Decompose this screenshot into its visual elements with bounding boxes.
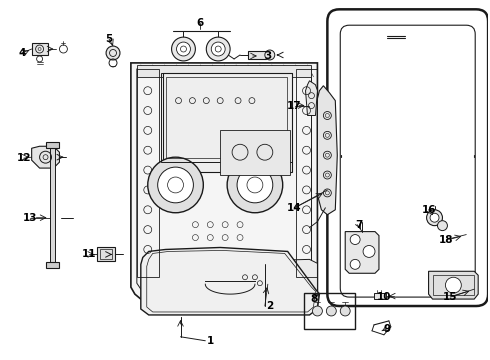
Bar bbox=[248, 51, 266, 59]
Circle shape bbox=[106, 46, 120, 60]
Text: 5: 5 bbox=[105, 34, 113, 44]
Text: 10: 10 bbox=[377, 292, 391, 302]
Text: 11: 11 bbox=[82, 249, 97, 260]
Bar bbox=[220, 130, 290, 175]
Text: 6: 6 bbox=[196, 18, 204, 28]
FancyBboxPatch shape bbox=[327, 9, 488, 306]
Text: 16: 16 bbox=[421, 205, 436, 215]
Circle shape bbox=[363, 246, 375, 257]
Polygon shape bbox=[32, 146, 59, 168]
Circle shape bbox=[427, 210, 442, 226]
Bar bbox=[137, 69, 159, 277]
Bar bbox=[161, 73, 292, 162]
FancyBboxPatch shape bbox=[340, 25, 475, 297]
Text: 2: 2 bbox=[266, 301, 273, 311]
Circle shape bbox=[265, 50, 275, 60]
Circle shape bbox=[340, 306, 350, 316]
Circle shape bbox=[313, 306, 322, 316]
Text: 4: 4 bbox=[18, 48, 25, 58]
Bar bbox=[97, 247, 115, 261]
Circle shape bbox=[158, 167, 194, 203]
Circle shape bbox=[172, 37, 196, 61]
Text: 3: 3 bbox=[264, 51, 271, 61]
Bar bbox=[374, 293, 386, 299]
Text: 18: 18 bbox=[439, 234, 454, 244]
Circle shape bbox=[445, 277, 461, 293]
Bar bbox=[433, 275, 474, 295]
Text: 12: 12 bbox=[17, 153, 31, 163]
Bar bbox=[137, 65, 312, 77]
Text: 1: 1 bbox=[207, 336, 214, 346]
Text: 14: 14 bbox=[287, 203, 302, 213]
Polygon shape bbox=[131, 63, 318, 299]
Circle shape bbox=[206, 37, 230, 61]
Bar bbox=[46, 262, 59, 268]
Circle shape bbox=[237, 167, 273, 203]
Bar bbox=[100, 249, 112, 260]
Bar bbox=[295, 69, 318, 277]
Polygon shape bbox=[161, 260, 318, 299]
Text: 17: 17 bbox=[287, 100, 302, 111]
Bar bbox=[163, 73, 292, 172]
Text: 8: 8 bbox=[311, 294, 318, 304]
Circle shape bbox=[176, 42, 191, 56]
Circle shape bbox=[438, 221, 447, 231]
Bar bbox=[49, 145, 55, 264]
Polygon shape bbox=[318, 86, 337, 215]
Bar bbox=[46, 142, 59, 148]
Circle shape bbox=[350, 260, 360, 269]
Circle shape bbox=[350, 235, 360, 244]
Text: 7: 7 bbox=[355, 220, 363, 230]
Circle shape bbox=[227, 157, 283, 213]
Circle shape bbox=[148, 157, 203, 213]
Polygon shape bbox=[306, 81, 318, 116]
Polygon shape bbox=[429, 271, 478, 299]
Circle shape bbox=[326, 306, 336, 316]
Polygon shape bbox=[345, 231, 379, 273]
Circle shape bbox=[211, 42, 225, 56]
Polygon shape bbox=[141, 247, 319, 315]
Bar bbox=[303, 293, 355, 329]
Bar bbox=[166, 77, 287, 158]
Circle shape bbox=[430, 213, 439, 222]
Bar bbox=[32, 43, 48, 55]
Text: 13: 13 bbox=[23, 213, 37, 223]
Text: 9: 9 bbox=[383, 324, 391, 334]
Text: 15: 15 bbox=[443, 292, 458, 302]
